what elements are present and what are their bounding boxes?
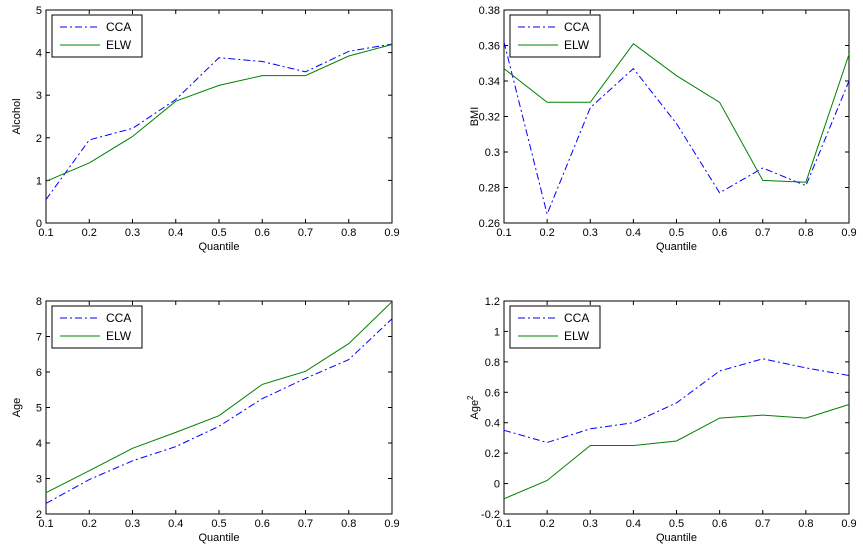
x-axis-label: Quantile (199, 241, 240, 253)
y-tick-label: 1 (494, 326, 500, 338)
x-tick-label: 0.1 (38, 518, 53, 530)
chart-bmi: 0.1 0.2 0.3 0.4 0.5 0.6 0.7 0.8 0.9 0.26 0.28 0.3 0.… (469, 5, 857, 253)
y-tick-label: 5 (36, 5, 42, 17)
y-tick-label: 3 (36, 90, 42, 102)
y-tick-label: 0.34 (479, 76, 500, 88)
x-axis-label: Quantile (656, 532, 697, 544)
x-tick-label: 0.1 (496, 518, 511, 530)
x-tick-label: 0.2 (539, 518, 554, 530)
x-tick-label: 0.5 (669, 518, 684, 530)
series-line-cca (503, 358, 850, 444)
y-tick-label: 0.6 (485, 387, 500, 399)
series-line-elw (45, 44, 393, 182)
x-tick-label: 0.9 (384, 227, 399, 239)
y-tick-label: 5 (36, 403, 42, 415)
y-tick-label: 0.4 (485, 418, 500, 430)
y-tick-label: 1 (36, 175, 42, 187)
x-tick-label: 0.4 (168, 227, 183, 239)
x-tick-label: 0.5 (669, 227, 684, 239)
y-axis-label: BMI (469, 107, 481, 127)
x-tick-label: 0.2 (82, 227, 97, 239)
x-tick-label: 0.2 (539, 227, 554, 239)
y-tick-label: 0.38 (479, 5, 500, 17)
y-tick-label: 1.2 (485, 296, 500, 308)
series-line-elw (503, 42, 850, 183)
legend-label-elw: ELW (106, 329, 132, 343)
x-axis-label: Quantile (656, 241, 697, 253)
y-axis-label-superscript: 2 (466, 395, 475, 400)
y-axis-label: Age2 (466, 395, 481, 420)
legend-label-elw: ELW (564, 38, 590, 52)
x-tick-label: 0.6 (255, 518, 270, 530)
x-tick-label: 0.6 (712, 227, 727, 239)
series-line-cca (45, 43, 393, 200)
x-tick-label: 0.1 (496, 227, 511, 239)
x-tick-label: 0.7 (298, 518, 313, 530)
legend-label-elw: ELW (564, 329, 590, 343)
x-tick-label: 0.8 (798, 518, 813, 530)
y-tick-label: 7 (36, 332, 42, 344)
x-tick-label: 0.3 (125, 227, 140, 239)
x-tick-label: 0.9 (841, 518, 856, 530)
y-tick-label: 8 (36, 296, 42, 308)
x-tick-label: 0.3 (125, 518, 140, 530)
x-tick-label: 0.7 (755, 518, 770, 530)
y-tick-label: 0.36 (479, 41, 500, 53)
chart-age: 0.1 0.2 0.3 0.4 0.5 0.6 0.7 0.8 0.9 2 3 4 5 6 7 8 Quanti… (11, 296, 400, 544)
y-tick-label: 4 (36, 48, 42, 60)
x-tick-label: 0.4 (168, 518, 183, 530)
legend-box (51, 14, 143, 58)
x-tick-label: 0.5 (211, 227, 226, 239)
chart-age-squared: 0.1 0.2 0.3 0.4 0.5 0.6 0.7 0.8 0.9 -0.2 0 0.2 0.4 0.… (466, 296, 857, 544)
y-tick-label: 0.2 (485, 448, 500, 460)
series-line-cca (503, 41, 850, 216)
x-tick-label: 0.4 (626, 227, 641, 239)
x-tick-label: 0.7 (755, 227, 770, 239)
x-tick-label: 0.5 (211, 518, 226, 530)
y-tick-label: 3 (36, 474, 42, 486)
x-tick-label: 0.1 (38, 227, 53, 239)
x-tick-label: 0.6 (712, 518, 727, 530)
x-tick-label: 0.9 (384, 518, 399, 530)
x-tick-label: 0.7 (298, 227, 313, 239)
x-tick-label: 0.8 (798, 227, 813, 239)
x-axis-label: Quantile (199, 532, 240, 544)
y-tick-label: 6 (36, 367, 42, 379)
y-tick-label: 2 (36, 509, 42, 521)
legend-box (509, 305, 601, 349)
x-tick-label: 0.3 (583, 518, 598, 530)
x-tick-label: 0.9 (841, 227, 856, 239)
y-tick-label: 0 (494, 479, 500, 491)
y-tick-label: -0.2 (481, 509, 500, 521)
series-line-elw (45, 301, 393, 494)
y-tick-label: 0.26 (479, 218, 500, 230)
chart-alcohol: 0.1 0.2 0.3 0.4 0.5 0.6 0.7 0.8 0.9 0 1 2 3 4 5 Quantil… (11, 5, 400, 253)
y-axis-label: Alcohol (11, 98, 23, 134)
legend-label-cca: CCA (564, 311, 589, 325)
legend-label-elw: ELW (106, 38, 132, 52)
x-tick-label: 0.6 (255, 227, 270, 239)
x-tick-label: 0.4 (626, 518, 641, 530)
x-tick-label: 0.8 (341, 518, 356, 530)
y-tick-label: 0.8 (485, 357, 500, 369)
x-tick-label: 0.8 (341, 227, 356, 239)
series-line-cca (45, 318, 393, 504)
y-axis-label: Age (11, 398, 23, 418)
series-line-elw (503, 404, 850, 500)
y-tick-label: 0.3 (485, 147, 500, 159)
legend-label-cca: CCA (106, 311, 131, 325)
x-tick-label: 0.3 (583, 227, 598, 239)
x-tick-label: 0.2 (82, 518, 97, 530)
y-tick-label: 0.28 (479, 183, 500, 195)
y-tick-label: 0 (36, 218, 42, 230)
y-tick-label: 2 (36, 133, 42, 145)
legend-box (509, 14, 601, 58)
legend-label-cca: CCA (106, 20, 131, 34)
y-tick-label: 4 (36, 438, 42, 450)
legend-label-cca: CCA (564, 20, 589, 34)
legend-box (51, 305, 143, 349)
y-tick-label: 0.32 (479, 112, 500, 124)
